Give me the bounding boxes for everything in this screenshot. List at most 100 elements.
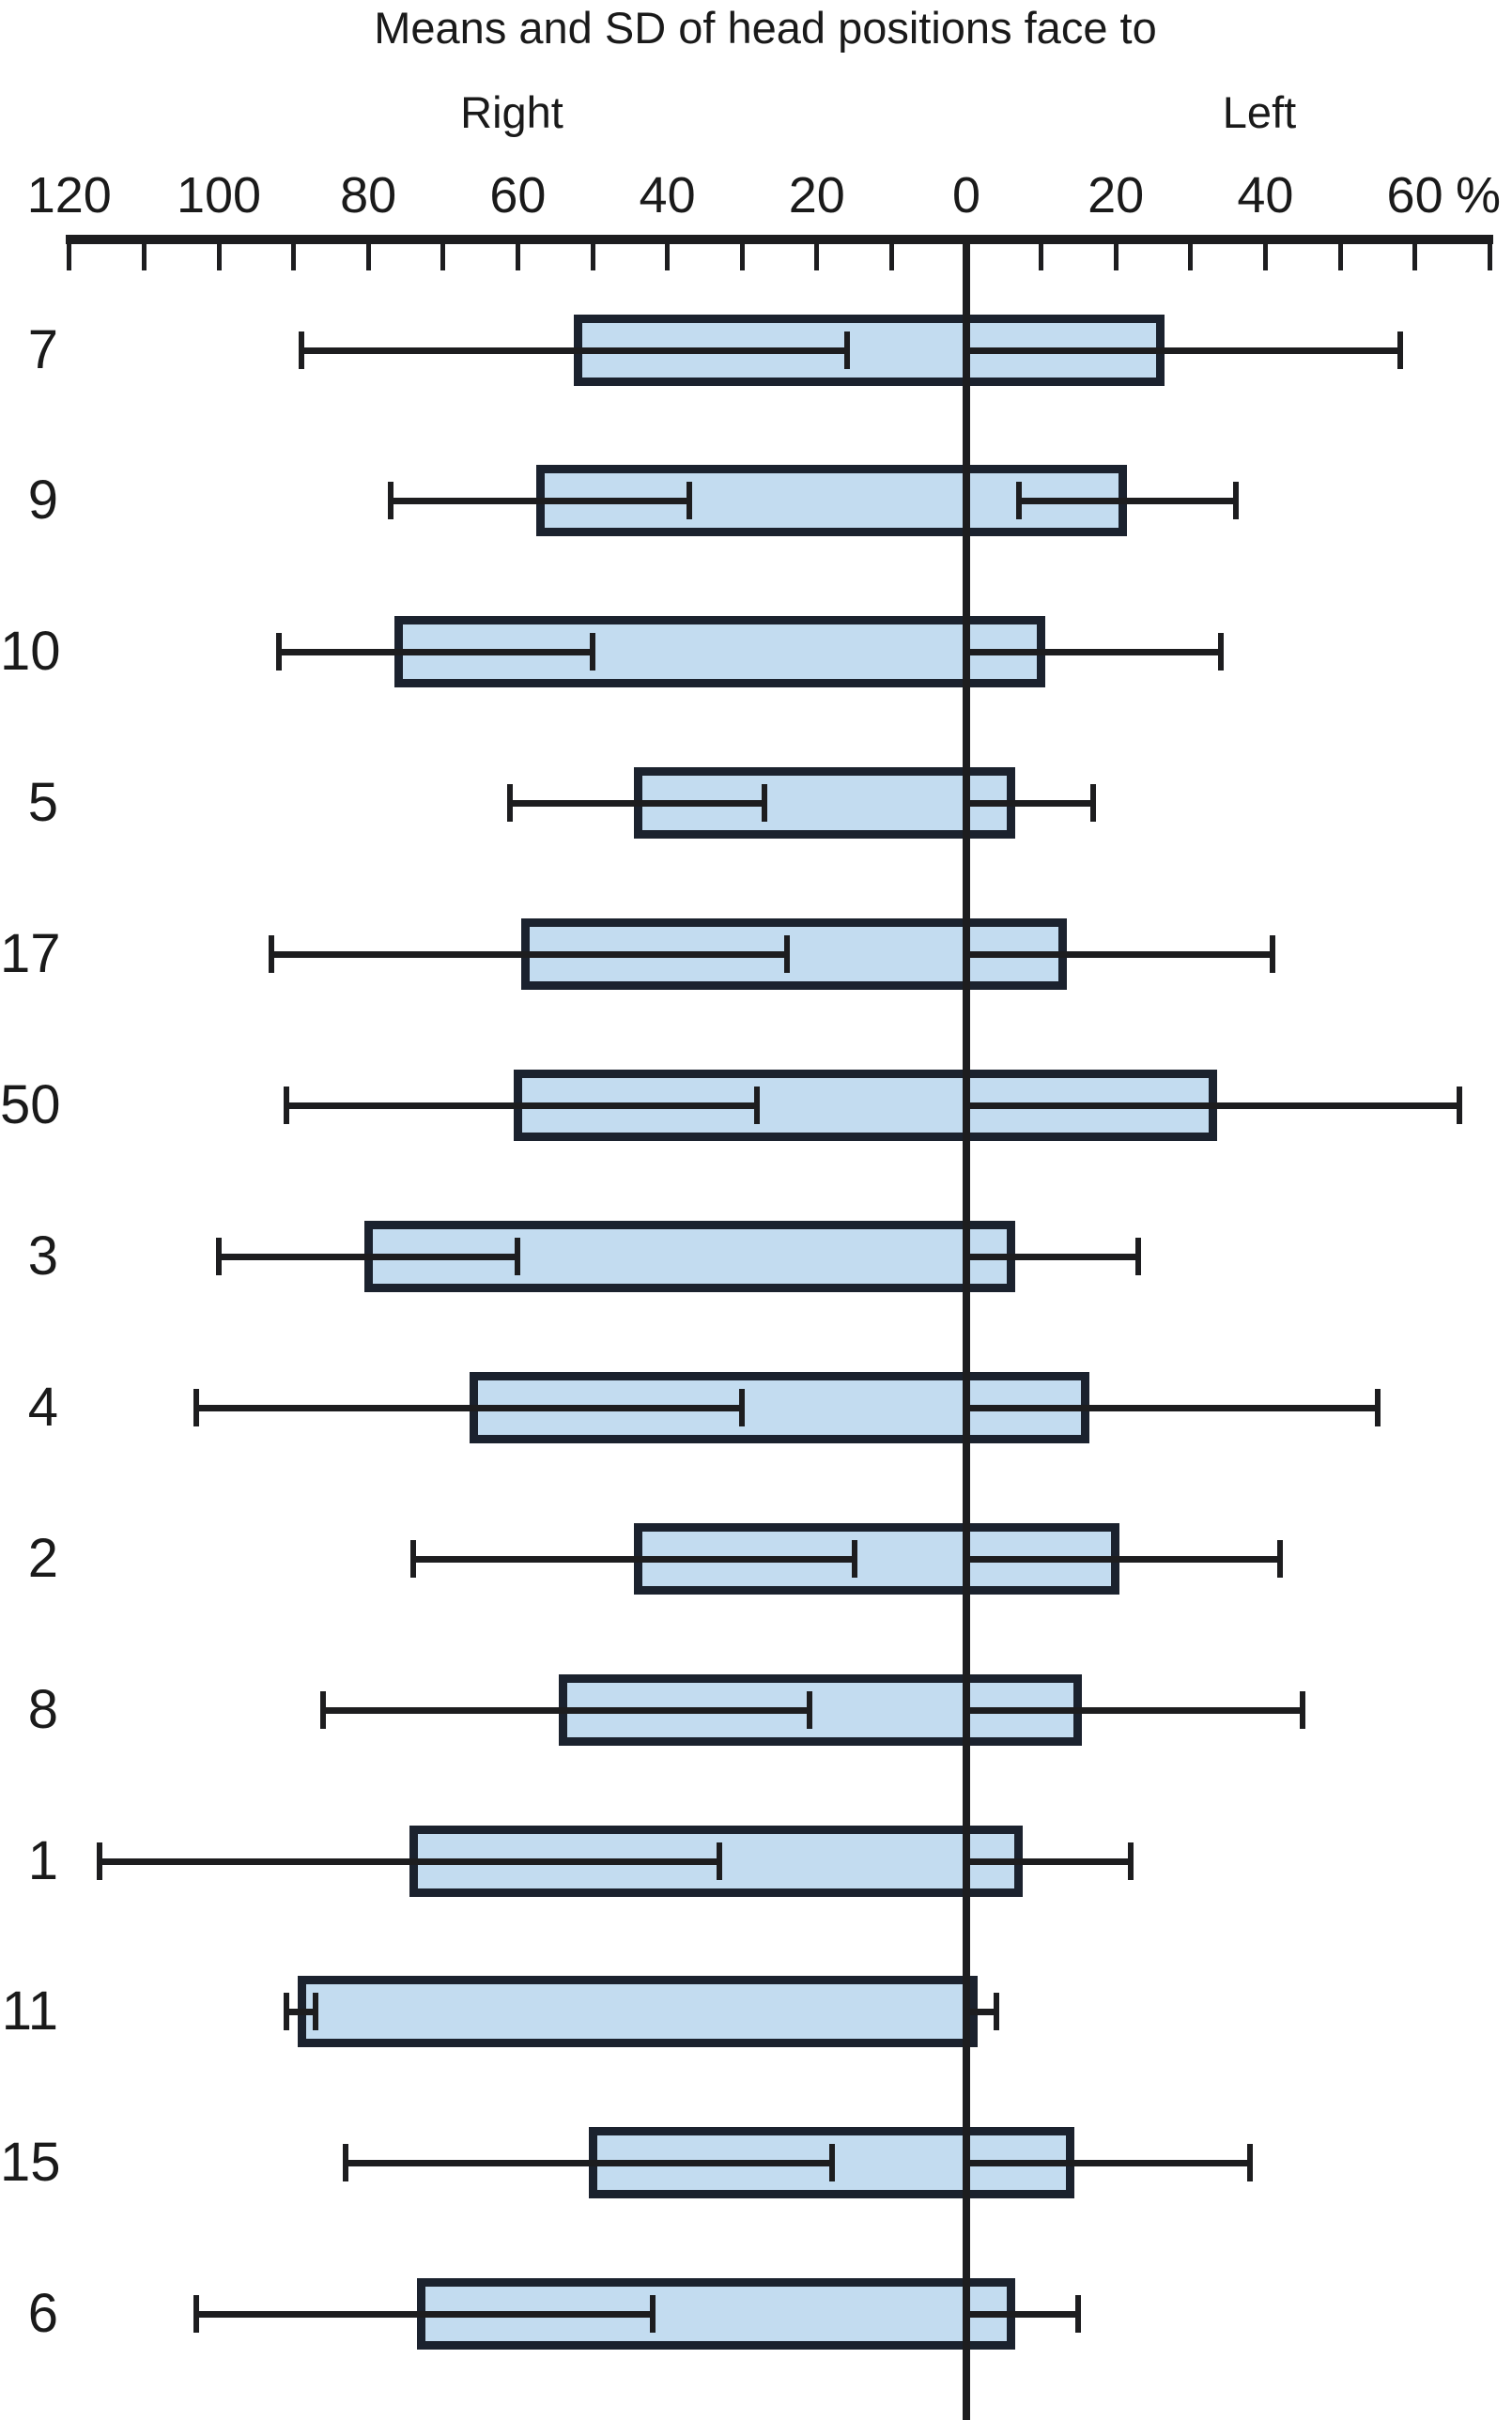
row-label-2: 2 <box>27 1527 58 1589</box>
sd-cap-right-outer-row-7 <box>298 331 304 369</box>
row-label-4: 4 <box>27 1376 58 1438</box>
axis-tick-label: 0 <box>951 167 981 224</box>
sd-whisker-left-row-10 <box>966 649 1221 656</box>
sd-cap-left-outer-row-5 <box>1090 784 1097 823</box>
sd-cap-right-outer-row-8 <box>320 1690 327 1729</box>
axis-tick-label: 20 <box>1088 167 1145 224</box>
axis-tick <box>1113 244 1119 270</box>
sd-whisker-right-row-10 <box>278 649 593 656</box>
sd-cap-right-inner-row-5 <box>762 784 768 823</box>
sd-whisker-right-row-9 <box>391 498 690 505</box>
sd-cap-right-inner-row-17 <box>783 935 790 974</box>
row-label-9: 9 <box>27 470 58 532</box>
axis-tick <box>665 244 671 270</box>
axis-tick <box>590 244 595 270</box>
sd-cap-left-outer-row-4 <box>1374 1388 1381 1426</box>
row-label-3: 3 <box>27 1225 58 1287</box>
sd-cap-right-inner-row-6 <box>649 2295 656 2334</box>
sd-whisker-left-row-1 <box>966 1857 1132 1865</box>
sd-whisker-left-row-15 <box>966 2160 1251 2167</box>
row-label-7: 7 <box>27 318 58 380</box>
axis-tick-label: 40 <box>639 167 696 224</box>
right-direction-label: Right <box>460 87 563 137</box>
axis-tick <box>291 244 297 270</box>
sd-whisker-left-row-9 <box>1018 498 1236 505</box>
sd-whisker-right-row-17 <box>270 951 787 959</box>
sd-whisker-left-row-11 <box>966 2009 996 2016</box>
sd-whisker-right-row-2 <box>412 1555 855 1563</box>
sd-cap-right-outer-row-15 <box>343 2144 349 2182</box>
sd-cap-right-outer-row-9 <box>388 482 394 520</box>
axis-ruler-line <box>66 235 1493 244</box>
sd-whisker-left-row-7 <box>966 347 1400 354</box>
row-label-50: 50 <box>0 1074 61 1135</box>
left-direction-label: Left <box>1222 87 1297 137</box>
bar-row-3 <box>364 1220 1015 1292</box>
axis-tick <box>440 244 446 270</box>
sd-whisker-right-row-5 <box>510 800 765 808</box>
axis-tick-label: 80 <box>340 167 397 224</box>
axis-tick-label: 60 <box>1386 167 1443 224</box>
sd-cap-left-inner-row-9 <box>1015 482 1022 520</box>
axis-tick <box>1188 244 1194 270</box>
axis-tick <box>888 244 894 270</box>
axis-tick <box>67 244 72 270</box>
bar-row-11 <box>297 1976 978 2048</box>
sd-whisker-right-row-3 <box>219 1253 518 1260</box>
row-label-10: 10 <box>0 621 61 683</box>
sd-cap-right-inner-row-10 <box>590 633 595 671</box>
sd-cap-right-inner-row-2 <box>851 1539 857 1578</box>
zero-axis-line <box>963 235 970 2420</box>
sd-cap-right-inner-row-11 <box>313 1993 319 2031</box>
sd-cap-right-inner-row-1 <box>717 1842 723 1880</box>
row-label-15: 15 <box>0 2132 61 2194</box>
sd-whisker-right-row-50 <box>285 1102 758 1109</box>
sd-whisker-left-row-2 <box>966 1555 1281 1563</box>
sd-whisker-right-row-4 <box>196 1404 743 1411</box>
axis-tick <box>141 244 147 270</box>
row-label-5: 5 <box>27 772 58 834</box>
sd-cap-left-outer-row-9 <box>1232 482 1239 520</box>
bar-row-6 <box>416 2278 1015 2351</box>
axis-tick <box>739 244 745 270</box>
sd-cap-right-outer-row-5 <box>507 784 514 823</box>
sd-cap-right-outer-row-2 <box>409 1539 416 1578</box>
percent-axis-unit-label: % <box>1456 167 1502 224</box>
sd-cap-left-outer-row-50 <box>1457 1087 1463 1124</box>
sd-whisker-left-row-3 <box>966 1253 1139 1260</box>
sd-cap-right-outer-row-3 <box>216 1237 222 1275</box>
sd-cap-right-inner-row-9 <box>687 482 693 520</box>
sd-cap-right-inner-row-50 <box>754 1087 761 1124</box>
axis-tick <box>1487 244 1492 270</box>
sd-cap-right-inner-row-7 <box>843 331 850 369</box>
sd-cap-left-outer-row-3 <box>1135 1237 1142 1275</box>
sd-cap-right-outer-row-17 <box>268 935 274 974</box>
axis-tick-label: 20 <box>788 167 845 224</box>
sd-cap-right-inner-row-15 <box>828 2144 835 2182</box>
sd-cap-left-outer-row-6 <box>1075 2295 1082 2334</box>
sd-whisker-right-row-7 <box>301 347 847 354</box>
sd-cap-right-outer-row-6 <box>193 2295 200 2334</box>
sd-cap-left-outer-row-17 <box>1270 935 1276 974</box>
sd-whisker-right-row-15 <box>346 2160 832 2167</box>
sd-whisker-right-row-1 <box>99 1857 720 1865</box>
axis-tick <box>1039 244 1044 270</box>
sd-cap-right-inner-row-4 <box>739 1388 746 1426</box>
sd-cap-left-outer-row-10 <box>1217 633 1224 671</box>
sd-cap-right-outer-row-10 <box>275 633 282 671</box>
axis-tick-label: 60 <box>489 167 547 224</box>
row-label-6: 6 <box>27 2283 58 2345</box>
axis-tick <box>1337 244 1343 270</box>
sd-cap-left-outer-row-8 <box>1300 1690 1306 1729</box>
axis-tick <box>814 244 820 270</box>
sd-whisker-left-row-6 <box>966 2311 1079 2319</box>
axis-tick <box>1412 244 1418 270</box>
axis-tick-label: 40 <box>1237 167 1294 224</box>
sd-cap-left-outer-row-15 <box>1247 2144 1254 2182</box>
row-label-11: 11 <box>1 1981 58 2042</box>
row-label-17: 17 <box>0 923 61 985</box>
axis-tick-label: 100 <box>176 167 262 224</box>
axis-tick <box>1262 244 1268 270</box>
sd-whisker-left-row-50 <box>966 1102 1460 1109</box>
